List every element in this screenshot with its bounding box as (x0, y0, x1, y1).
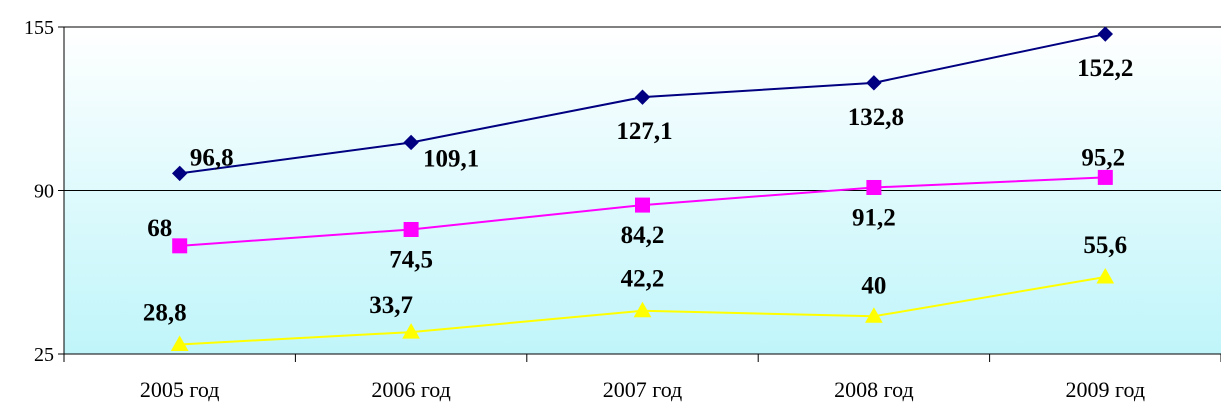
y-tick-label-2: 25 (34, 344, 54, 366)
data-label-s0-3: 132,8 (848, 104, 904, 131)
point-marker-s2-2 (633, 301, 652, 318)
point-marker-s1-0 (172, 238, 188, 254)
axes: 155 90 25 2005 год 2006 год 2007 год 2008 год 2… (24, 17, 1221, 402)
point-marker-s2-0 (170, 335, 189, 351)
point-marker-s2-4 (1096, 268, 1115, 284)
x-tick-label-2: 2007 год (603, 377, 683, 402)
point-marker-s1-1 (403, 221, 419, 237)
y-tick-label-1: 90 (34, 181, 54, 203)
data-label-s1-1: 74,5 (389, 246, 433, 273)
data-label-s0-2: 127,1 (616, 118, 672, 145)
point-marker-s0-1 (403, 134, 419, 151)
data-label-s0-1: 109,1 (423, 145, 479, 172)
y-tick-label-0: 155 (24, 17, 54, 39)
point-marker-s1-3 (866, 179, 882, 195)
data-label-s0-4: 152,2 (1077, 55, 1133, 82)
series-2 (170, 268, 1115, 351)
point-marker-s2-3 (865, 307, 883, 323)
data-labels: 96,8 109,1 127,1 132,8 152,2 68 74,5 84,2 91,2 95… (143, 55, 1134, 326)
series-0 (171, 26, 1114, 182)
data-label-s1-4: 95,2 (1081, 144, 1125, 171)
point-marker-s0-0 (171, 165, 188, 182)
point-marker-s0-4 (1097, 26, 1114, 42)
data-label-s1-2: 84,2 (621, 222, 665, 249)
x-tick-label-4: 2009 год (1066, 377, 1146, 402)
data-label-s2-4: 55,6 (1083, 232, 1127, 259)
data-label-s2-2: 42,2 (621, 266, 665, 293)
point-marker-s0-3 (866, 75, 882, 91)
point-marker-s0-2 (634, 89, 651, 105)
data-label-s2-1: 33,7 (369, 292, 413, 319)
x-tick-label-3: 2008 год (834, 377, 914, 402)
data-label-s0-0: 96,8 (190, 144, 234, 171)
data-label-s1-3: 91,2 (852, 204, 896, 231)
data-label-s2-0: 28,8 (143, 299, 187, 326)
series-group (170, 26, 1115, 351)
data-label-s1-0: 68 (147, 215, 172, 242)
series-1 (172, 169, 1113, 254)
point-marker-s1-4 (1097, 169, 1113, 185)
x-tick-label-0: 2005 год (140, 377, 220, 402)
x-tick-label-1: 2006 год (371, 377, 451, 402)
point-marker-s2-1 (402, 323, 420, 339)
data-label-s2-3: 40 (861, 272, 886, 299)
point-marker-s1-2 (635, 197, 650, 213)
